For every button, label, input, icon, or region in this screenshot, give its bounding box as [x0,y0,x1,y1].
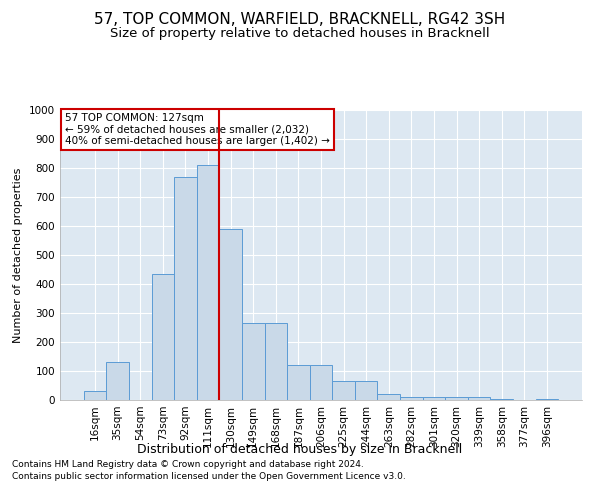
Bar [468,397,490,400]
Text: Size of property relative to detached houses in Bracknell: Size of property relative to detached ho… [110,28,490,40]
Y-axis label: Number of detached properties: Number of detached properties [13,168,23,342]
Bar [152,274,174,400]
Text: 57 TOP COMMON: 127sqm
← 59% of detached houses are smaller (2,032)
40% of semi-d: 57 TOP COMMON: 127sqm ← 59% of detached … [65,113,330,146]
Text: Contains HM Land Registry data © Crown copyright and database right 2024.: Contains HM Land Registry data © Crown c… [12,460,364,469]
Bar [310,365,332,400]
Bar [400,397,422,400]
Bar [84,392,106,400]
Bar [332,381,355,400]
Bar [536,398,558,400]
Bar [490,398,513,400]
Bar [220,229,242,400]
Text: Contains public sector information licensed under the Open Government Licence v3: Contains public sector information licen… [12,472,406,481]
Bar [445,397,468,400]
Bar [377,394,400,400]
Bar [242,323,265,400]
Text: 57, TOP COMMON, WARFIELD, BRACKNELL, RG42 3SH: 57, TOP COMMON, WARFIELD, BRACKNELL, RG4… [94,12,506,28]
Bar [197,165,220,400]
Bar [287,365,310,400]
Bar [106,362,129,400]
Text: Distribution of detached houses by size in Bracknell: Distribution of detached houses by size … [137,442,463,456]
Bar [355,381,377,400]
Bar [265,323,287,400]
Bar [422,397,445,400]
Bar [174,176,197,400]
